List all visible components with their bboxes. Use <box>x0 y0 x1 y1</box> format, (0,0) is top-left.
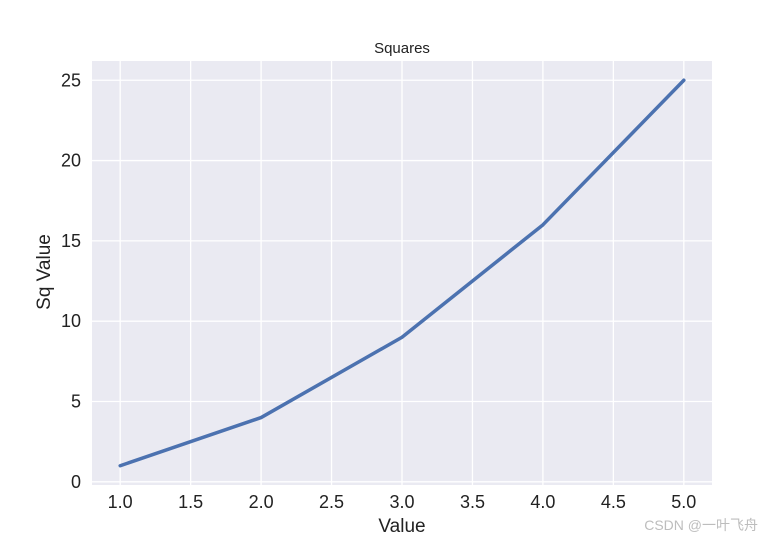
chart-title: Squares <box>374 40 430 57</box>
x-tick-label: 1.0 <box>108 492 133 512</box>
y-tick-labels: 0 5 10 15 20 25 <box>61 70 81 492</box>
series-line <box>118 78 686 468</box>
x-tick-label: 3.0 <box>389 492 414 512</box>
x-tick-label: 4.0 <box>530 492 555 512</box>
grid-lines <box>92 61 712 485</box>
watermark-text: CSDN @一叶飞舟 <box>644 517 758 533</box>
x-tick-label: 5.0 <box>671 492 696 512</box>
x-tick-labels: 1.0 1.5 2.0 2.5 3.0 3.5 4.0 4.5 5.0 <box>108 492 697 512</box>
y-tick-label: 20 <box>61 151 81 171</box>
x-tick-label: 4.5 <box>601 492 626 512</box>
x-tick-label: 2.5 <box>319 492 344 512</box>
y-tick-label: 10 <box>61 311 81 331</box>
y-tick-label: 0 <box>71 472 81 492</box>
y-axis-label: Sq Value <box>34 234 55 310</box>
x-tick-label: 1.5 <box>178 492 203 512</box>
x-tick-label: 3.5 <box>460 492 485 512</box>
y-tick-label: 25 <box>61 70 81 90</box>
y-tick-label: 5 <box>71 391 81 411</box>
y-tick-label: 15 <box>61 231 81 251</box>
x-axis-label: Value <box>378 516 425 537</box>
series-layer <box>118 78 686 468</box>
x-tick-label: 2.0 <box>249 492 274 512</box>
